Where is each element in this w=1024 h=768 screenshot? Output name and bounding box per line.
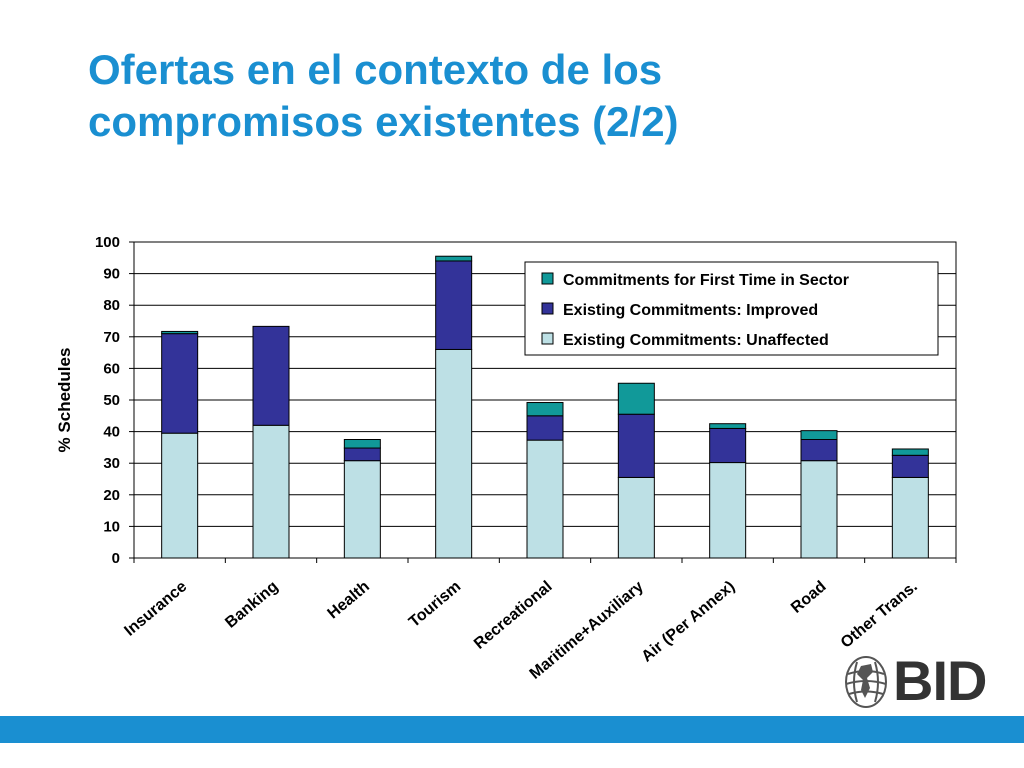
y-tick-label: 0 [112, 550, 120, 567]
slide-title-line-2: compromisos existentes (2/2) [88, 98, 679, 145]
bar-segment [709, 462, 747, 559]
bar-segment [891, 448, 929, 456]
bar-segment [800, 460, 838, 559]
bar-segment [891, 476, 929, 559]
bar-segment [617, 382, 655, 415]
y-tick-label: 80 [103, 297, 120, 314]
bar-segment [891, 454, 929, 478]
bar-segment [161, 330, 199, 335]
bottom-accent-bar [0, 716, 1024, 743]
x-tick-label: Recreational [471, 578, 556, 653]
legend-swatch [541, 332, 554, 345]
legend-label: Existing Commitments: Unaffected [563, 332, 829, 349]
bar-segment [617, 476, 655, 559]
y-tick-label: 100 [95, 234, 120, 251]
stacked-bar-chart: 0 10 20 30 40 50 60 70 80 90 100 % Schedules Insuran… [55, 234, 957, 683]
legend-label: Commitments for First Time in Sector [563, 272, 849, 289]
bar-segment [161, 432, 199, 559]
bar-segment [709, 427, 747, 464]
x-tick-label: Air (Per Annex) [639, 578, 739, 666]
slide-title-line-1: Ofertas en el contexto de los [88, 46, 663, 93]
y-tick-label: 50 [103, 392, 120, 409]
x-tick-label: Health [325, 578, 373, 622]
x-tick-label: Tourism [406, 578, 464, 631]
bar-segment [800, 430, 838, 441]
globe-icon [845, 656, 887, 708]
bar-segment [343, 447, 381, 462]
legend-label: Existing Commitments: Improved [563, 302, 818, 319]
bar-segment [343, 439, 381, 449]
y-tick-label: 20 [103, 487, 120, 504]
bar-segment [252, 325, 290, 426]
y-tick-label: 60 [103, 360, 120, 377]
y-tick-label: 70 [103, 329, 120, 346]
bar-segment [435, 348, 473, 559]
bid-logo: BID [843, 650, 1003, 712]
bar-segment [161, 333, 199, 434]
x-tick-label: Insurance [121, 578, 190, 640]
y-tick-label: 10 [103, 518, 120, 535]
legend [524, 261, 939, 356]
bar-segment [435, 260, 473, 350]
y-axis-label: % Schedules [55, 348, 74, 453]
x-tick-label: Other Trans. [838, 578, 921, 652]
y-tick-label: 30 [103, 455, 120, 472]
bar-segment [526, 415, 564, 441]
bar-segment [617, 413, 655, 478]
y-tick-label: 40 [103, 424, 120, 441]
slide-title: Ofertas en el contexto de los compromiso… [88, 44, 968, 148]
logo-text: BID [893, 649, 987, 712]
bar-segment [526, 402, 564, 417]
legend-swatch [541, 272, 554, 285]
bar-segment [526, 439, 564, 559]
bar-segment [800, 439, 838, 462]
legend-swatch [541, 302, 554, 315]
bar-segment [709, 423, 747, 429]
bar-segment [252, 424, 290, 559]
bar-segment [435, 255, 473, 262]
y-tick-label: 90 [103, 266, 120, 283]
bar-segment [343, 460, 381, 559]
x-tick-label: Road [788, 578, 830, 617]
x-tick-label: Banking [222, 578, 281, 632]
